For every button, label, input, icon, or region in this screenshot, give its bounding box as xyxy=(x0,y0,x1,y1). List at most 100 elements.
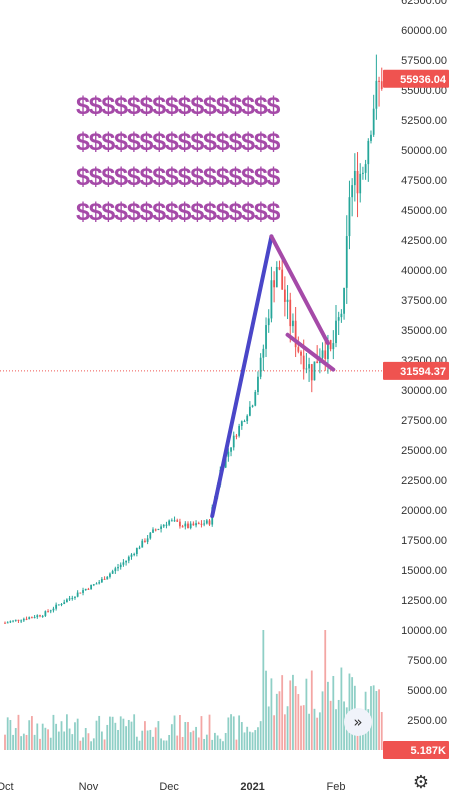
candle-body xyxy=(31,617,33,619)
candle-body xyxy=(305,368,308,370)
blue-trend-line xyxy=(210,234,274,518)
volume-bar xyxy=(31,716,33,750)
volume-bar xyxy=(162,740,165,750)
volume-bar xyxy=(138,740,141,750)
dollar-row: $$$$$$$$$$$$$$$$ xyxy=(76,128,280,156)
volume-bar xyxy=(248,731,251,750)
candle-body xyxy=(74,596,76,598)
volume-bar xyxy=(20,736,23,750)
volume-bar xyxy=(327,681,329,750)
candle-body xyxy=(79,592,82,594)
candle-body xyxy=(329,340,332,350)
double-chevron-right-icon: » xyxy=(353,713,363,731)
candle-body xyxy=(39,615,41,617)
candle-body xyxy=(302,355,305,370)
volume-bar xyxy=(55,723,58,750)
candle-body xyxy=(348,197,351,237)
price-tick-label: 52500.00 xyxy=(401,115,447,127)
volume-bar xyxy=(192,730,195,750)
candle-body xyxy=(380,81,383,89)
purple-upper-trend-line xyxy=(269,234,330,346)
time-tick-label: Nov xyxy=(79,781,99,793)
volume-bar xyxy=(380,712,383,750)
candle-body xyxy=(181,526,184,528)
candle-body xyxy=(127,556,130,561)
candle-body xyxy=(168,520,171,525)
volume-bar xyxy=(195,726,197,750)
gear-icon: ⚙ xyxy=(412,772,430,793)
volume-bar xyxy=(224,732,227,750)
candle-body xyxy=(57,604,60,606)
volume-bar xyxy=(17,714,20,750)
candle-body xyxy=(259,357,262,377)
candle-body xyxy=(316,361,319,364)
volume-bar xyxy=(114,722,117,750)
candle-body xyxy=(353,170,356,186)
candle-body xyxy=(33,617,36,619)
price-tick-label: 25000.00 xyxy=(401,445,447,457)
candle-body xyxy=(332,343,335,350)
volume-bar xyxy=(181,736,184,750)
volume-bar xyxy=(47,729,49,750)
candle-body xyxy=(135,548,138,554)
price-tick-label: 22500.00 xyxy=(401,475,447,487)
volume-bar xyxy=(79,740,82,750)
candle-body xyxy=(262,348,265,358)
candle-body xyxy=(109,573,111,577)
price-tick-label: 42500.00 xyxy=(401,235,447,247)
volume-bar xyxy=(39,738,41,750)
volume-bar xyxy=(49,737,52,750)
candle-body xyxy=(170,520,173,522)
current-price-badge: 55936.04 xyxy=(400,74,447,86)
candle-body xyxy=(44,611,47,616)
candle-body xyxy=(235,435,238,437)
volume-bar xyxy=(63,731,66,750)
volume-bar xyxy=(235,739,238,750)
candle-body xyxy=(251,405,254,407)
scroll-to-realtime-button[interactable]: » xyxy=(344,708,372,736)
price-tick-label: 47500.00 xyxy=(401,175,447,187)
candle-body xyxy=(246,415,249,422)
volume-bar xyxy=(216,735,219,750)
candle-body xyxy=(82,590,84,593)
volume-bar xyxy=(308,713,310,750)
volume-bar xyxy=(28,720,31,750)
marked-price-badge-bg xyxy=(383,361,449,380)
candle-body xyxy=(240,421,243,426)
price-tick-label: 45000.00 xyxy=(401,205,447,217)
volume-bar xyxy=(184,722,187,750)
candle-body xyxy=(203,523,206,525)
purple-lower-trend-line xyxy=(285,332,336,372)
volume-bar xyxy=(84,727,87,750)
candle-body xyxy=(68,598,71,600)
volume-bar xyxy=(87,733,90,750)
candle-body xyxy=(313,361,316,381)
volume-bar xyxy=(259,721,262,750)
volume-bar xyxy=(310,670,313,750)
candle-body xyxy=(375,80,378,109)
volume-bar xyxy=(33,734,36,750)
candle-body xyxy=(71,597,74,599)
volume-bar xyxy=(262,630,265,750)
candle-body xyxy=(60,604,63,606)
candle-body xyxy=(176,520,179,522)
candle-body xyxy=(55,604,58,609)
candle-body xyxy=(300,351,302,356)
candle-body xyxy=(52,608,55,611)
price-tick-label: 35000.00 xyxy=(401,325,447,337)
volume-bar xyxy=(240,722,243,750)
candle-body xyxy=(297,347,300,352)
candle-body xyxy=(283,289,286,302)
volume-bar xyxy=(278,691,281,750)
candle-body xyxy=(294,320,297,348)
candle-body xyxy=(189,523,192,529)
candle-body xyxy=(192,523,195,526)
chart-settings-button[interactable]: ⚙ xyxy=(409,771,433,795)
volume-bar xyxy=(340,667,343,750)
price-tick-label: 10000.00 xyxy=(401,625,447,637)
candle-body xyxy=(378,80,380,82)
candle-body xyxy=(310,364,313,381)
candle-body xyxy=(103,578,106,580)
candle-body xyxy=(254,392,257,406)
